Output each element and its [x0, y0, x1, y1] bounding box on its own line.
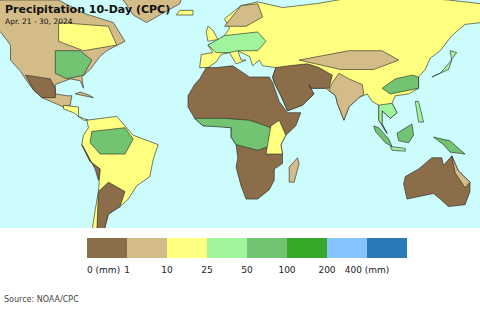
region: [25, 75, 55, 98]
colorbar-tick-label: 100: [278, 265, 295, 275]
region: [206, 26, 218, 41]
colorbar-box: [247, 238, 287, 258]
region: [82, 116, 158, 228]
source: Source: NOAA/CPC: [4, 295, 79, 304]
region: [415, 101, 423, 122]
region: [382, 75, 418, 94]
colorbar: 0 (mm) 1 10 25 50 100 200 400 (mm): [87, 238, 407, 275]
colorbar-tick-label: 10: [161, 265, 173, 275]
region: [188, 66, 301, 199]
region: [176, 10, 193, 15]
colorbar-box: [287, 238, 327, 258]
colorbar-tick-label: 400 (mm): [345, 265, 390, 275]
region: [329, 73, 364, 120]
region: [273, 64, 333, 111]
region: [374, 126, 392, 147]
colorbar-box: [127, 238, 167, 258]
region: [195, 118, 280, 150]
region: [0, 0, 125, 107]
colorbar-tick-label: 200: [318, 265, 335, 275]
region: [289, 158, 299, 182]
region: [404, 156, 470, 207]
subtitle: Apr. 21 - 30, 2024: [5, 17, 73, 26]
region: [397, 124, 414, 143]
region: [390, 147, 405, 152]
region: [434, 137, 466, 154]
region: [82, 145, 100, 181]
region: [224, 4, 262, 27]
map-regions: [0, 0, 480, 228]
region: [55, 51, 91, 79]
title: Precipitation 10-Day (CPC): [5, 3, 170, 16]
region: [208, 32, 266, 53]
region: [452, 156, 470, 188]
region: [75, 92, 93, 98]
region: [379, 103, 397, 133]
colorbar-tick-label: 0 (mm): [87, 265, 120, 275]
colorbar-tick-label: 50: [241, 265, 253, 275]
colorbar-box: [167, 238, 207, 258]
region: [266, 120, 286, 154]
region: [90, 128, 133, 154]
colorbar-tick-label: 1: [124, 265, 130, 275]
region: [59, 23, 117, 51]
colorbar-tick-label: 25: [201, 265, 212, 275]
map-figure: Precipitation 10-Day (CPC)Apr. 21 - 30, …: [0, 0, 480, 309]
colorbar-box: [207, 238, 247, 258]
colorbar-box: [327, 238, 367, 258]
region: [299, 51, 399, 70]
region: [97, 182, 125, 228]
colorbar-box: [87, 238, 127, 258]
colorbar-box: [367, 238, 407, 258]
region: [64, 105, 89, 120]
region: [432, 51, 457, 77]
